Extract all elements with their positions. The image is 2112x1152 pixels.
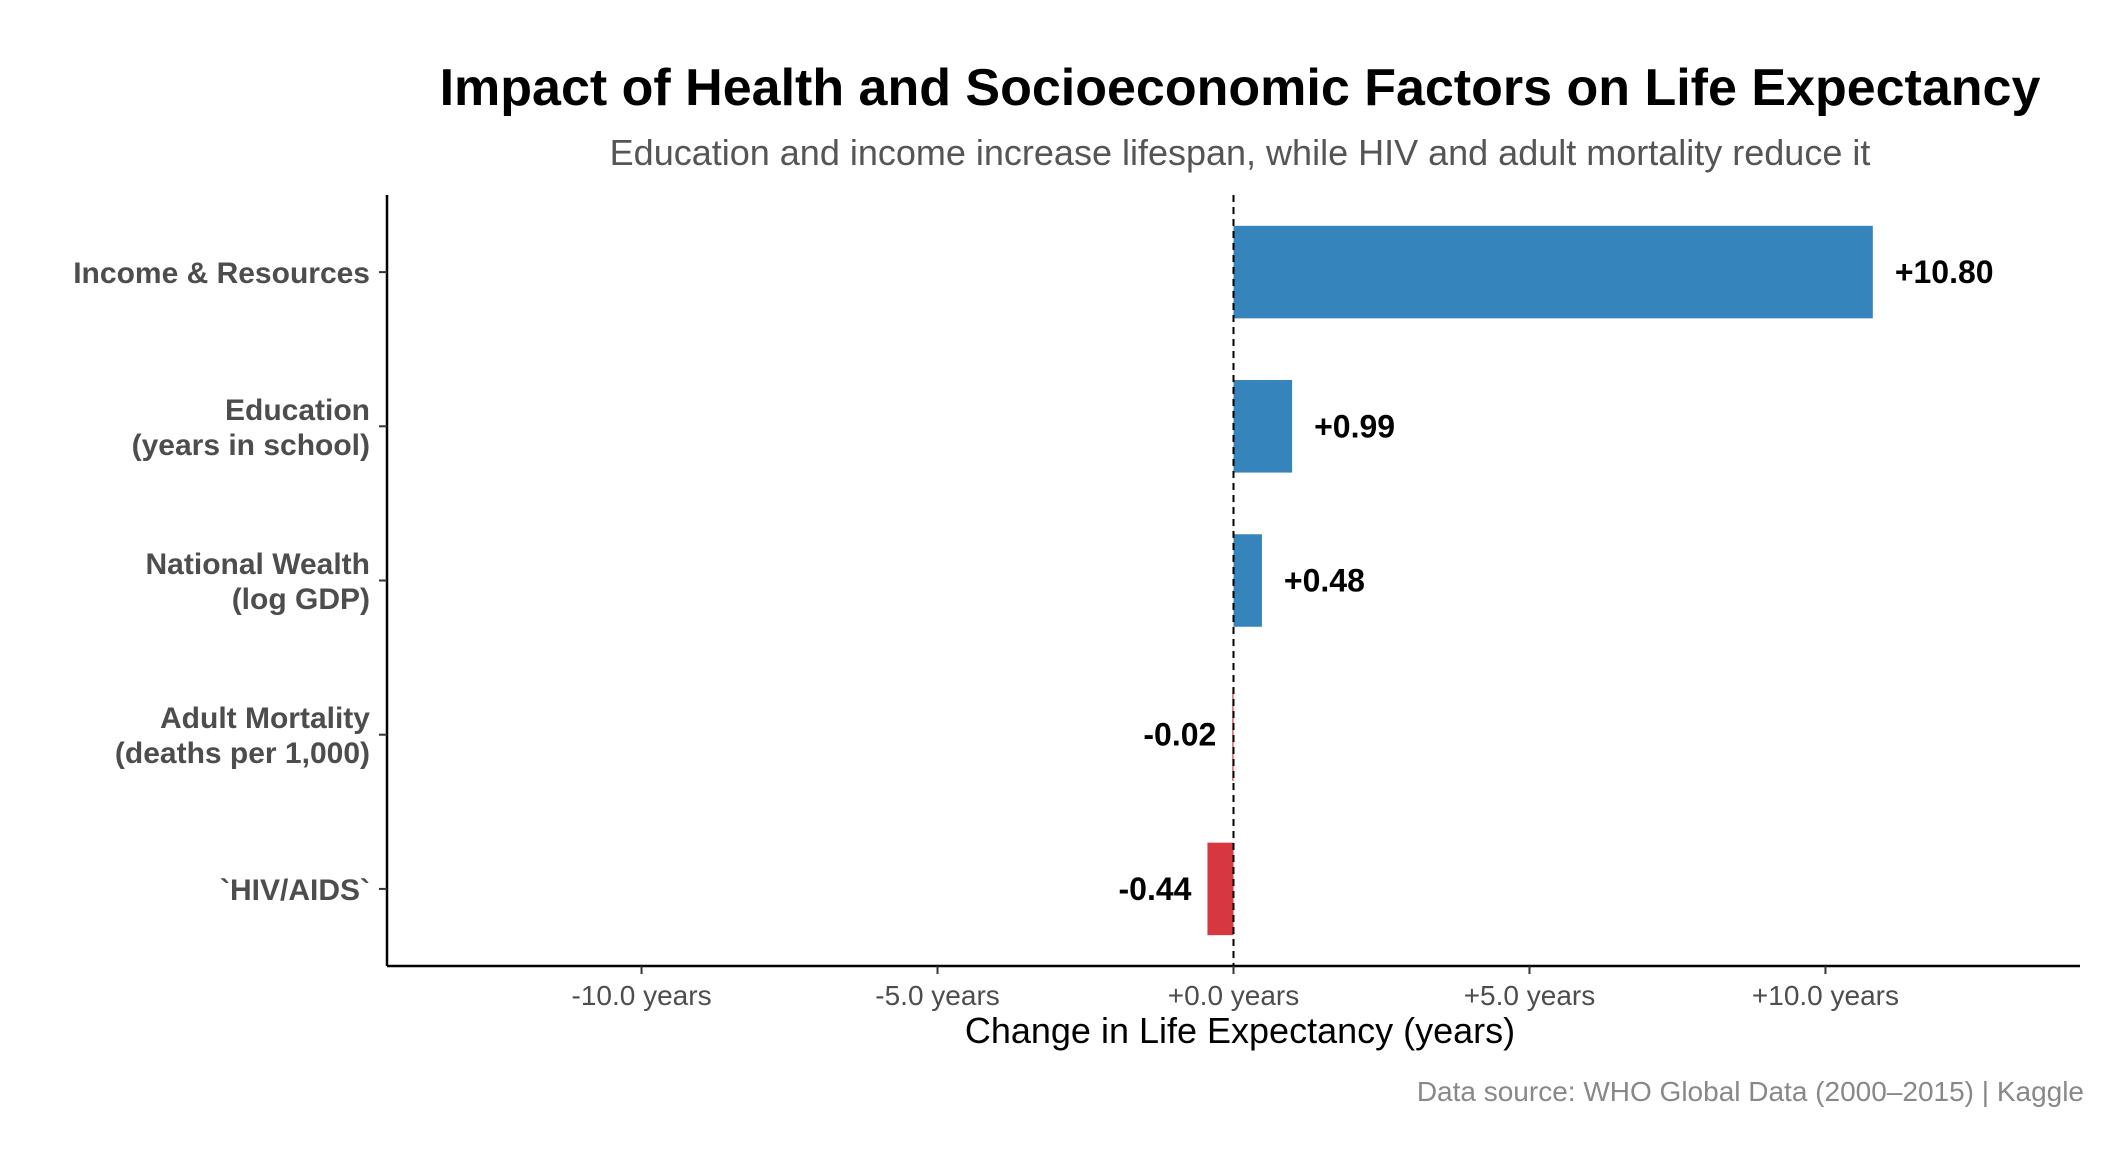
value-label: -0.02 xyxy=(1143,717,1216,753)
x-tick-label: -10.0 years xyxy=(572,980,712,1011)
bar xyxy=(1232,688,1234,781)
value-label: +0.48 xyxy=(1284,563,1365,599)
category-label: (deaths per 1,000) xyxy=(115,737,370,770)
x-axis-label: Change in Life Expectancy (years) xyxy=(964,1010,1516,1051)
value-label: -0.44 xyxy=(1119,871,1192,907)
category-label: National Wealth xyxy=(146,548,370,581)
category-label: Income & Resources xyxy=(73,257,370,290)
bar xyxy=(1233,380,1293,473)
x-tick-label: +0.0 years xyxy=(1168,980,1300,1011)
bar xyxy=(1207,842,1234,936)
category-label: `HIV/AIDS` xyxy=(220,874,370,907)
category-label: Education xyxy=(225,394,370,427)
category-label: (years in school) xyxy=(132,429,370,462)
x-tick-label: -5.0 years xyxy=(875,980,1000,1011)
category-label: Adult Mortality xyxy=(160,702,370,735)
category-label: (log GDP) xyxy=(232,583,370,616)
chart-caption: Data source: WHO Global Data (2000–2015)… xyxy=(1416,1076,2084,1107)
x-tick-label: +10.0 years xyxy=(1752,980,1899,1011)
x-tick-label: +5.0 years xyxy=(1464,980,1596,1011)
chart-title: Impact of Health and Socioeconomic Facto… xyxy=(439,59,2041,117)
bar xyxy=(1233,534,1262,627)
value-label: +0.99 xyxy=(1314,408,1395,444)
chart-subtitle: Education and income increase lifespan, … xyxy=(609,132,1871,173)
value-label: +10.80 xyxy=(1895,254,1994,290)
bar xyxy=(1233,225,1873,319)
